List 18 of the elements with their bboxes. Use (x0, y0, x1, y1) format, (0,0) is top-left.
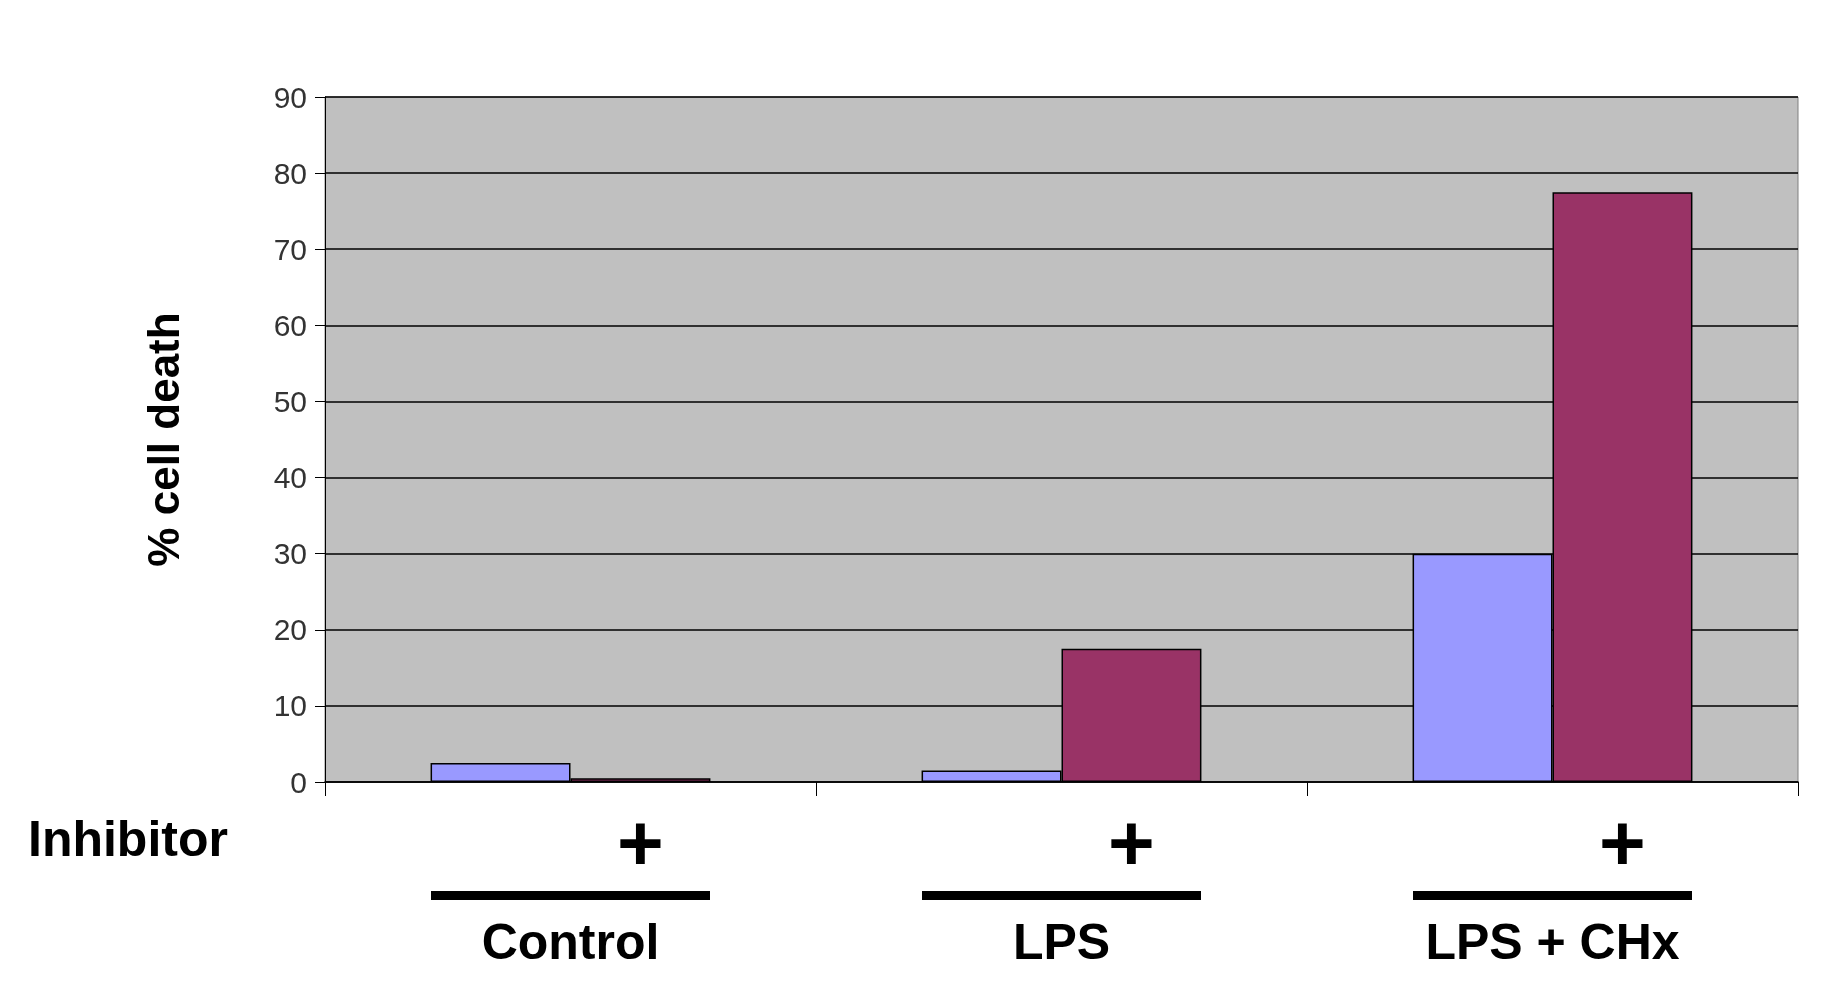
text: + (1599, 797, 1646, 887)
text: + (1108, 797, 1155, 887)
text: + (617, 797, 664, 887)
y-axis-title: % cell death (138, 312, 188, 567)
y-tick-label: 40 (273, 461, 307, 495)
x-tick-label: Control (481, 914, 660, 970)
y-tick-label: 30 (273, 537, 307, 571)
x-tick-label: LPS (1012, 914, 1111, 970)
y-tick-label: 50 (273, 384, 307, 418)
y-tick-label: 60 (273, 308, 307, 342)
y-tick-label: 80 (273, 156, 307, 190)
y-tick-label: 10 (273, 689, 307, 723)
y-tick-label: 90 (273, 80, 307, 114)
text: Inhibitor (28, 811, 228, 867)
y-tick-label: 70 (273, 232, 307, 266)
y-tick-label: 20 (273, 613, 307, 647)
y-tick-label: 0 (290, 765, 307, 799)
x-tick-label: LPS + CHx (1425, 914, 1680, 970)
